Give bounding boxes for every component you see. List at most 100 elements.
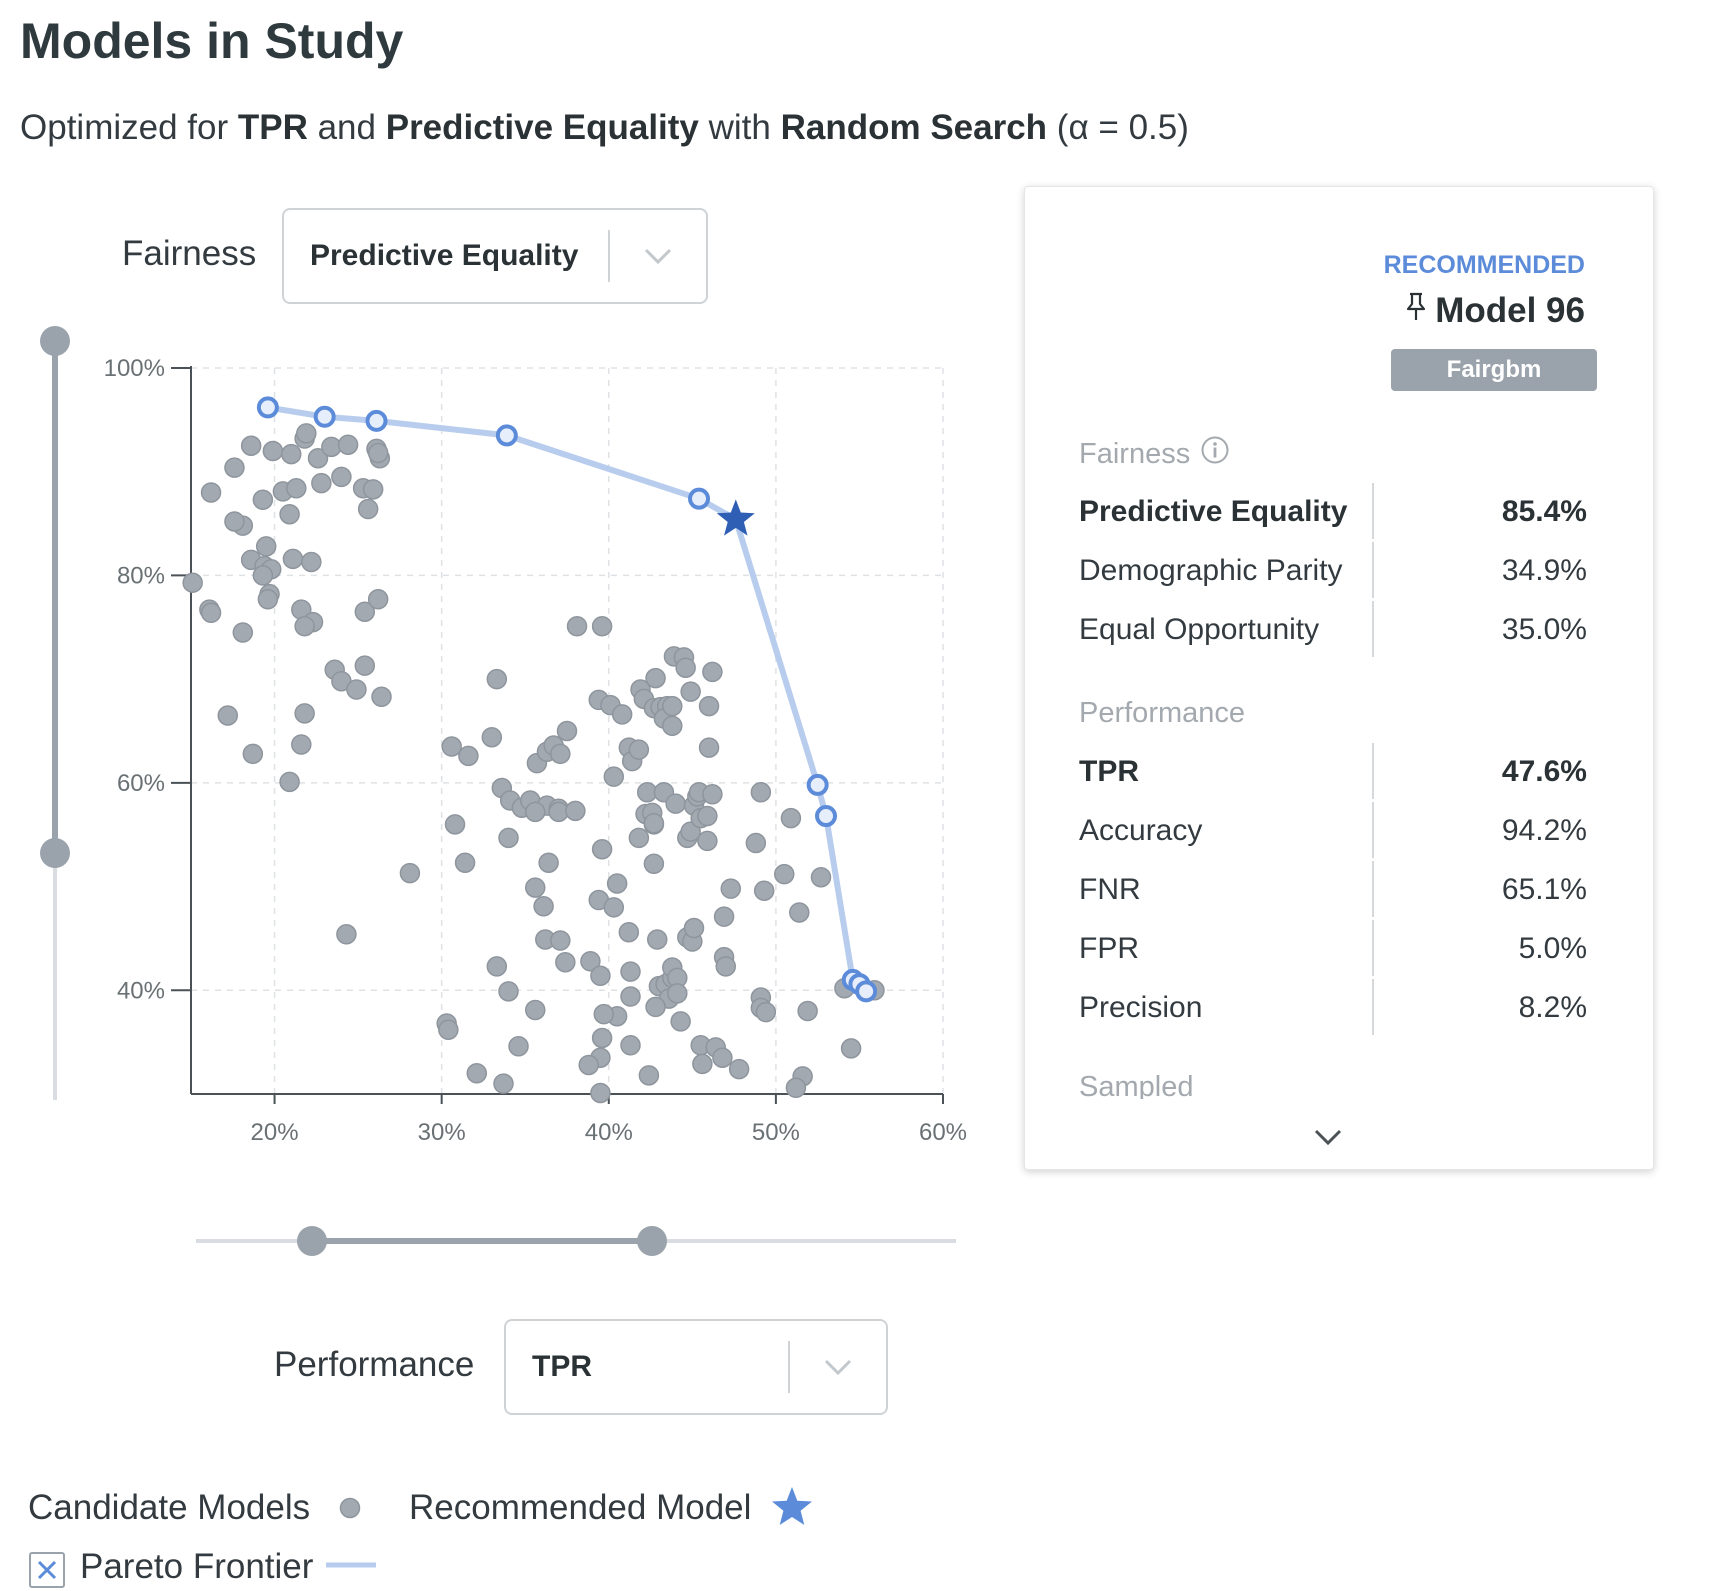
chevron-down-icon[interactable] <box>1313 1127 1343 1152</box>
candidate-point <box>286 478 307 499</box>
candidate-point <box>296 423 317 444</box>
pareto-frontier-checkbox[interactable] <box>29 1552 65 1588</box>
candidate-point <box>224 457 245 478</box>
y-tick-label: 40% <box>117 977 165 1004</box>
subtitle-prefix: Optimized for <box>20 108 238 147</box>
pareto-frontier-point <box>806 773 829 796</box>
metric-value: 65.1% <box>1501 873 1587 906</box>
fairness-select[interactable]: Predictive Equality <box>282 208 708 304</box>
candidate-point <box>697 805 718 827</box>
metric-label: TPR <box>1079 755 1139 788</box>
metric-row: Predictive Equality 85.4% <box>1079 483 1587 543</box>
metric-label: Precision <box>1079 991 1203 1024</box>
model-title: Model 96 <box>1405 291 1585 331</box>
candidate-point <box>591 1027 613 1049</box>
y-tick-label: 80% <box>117 562 165 589</box>
candidate-point <box>282 548 304 570</box>
performance-select[interactable]: TPR <box>504 1319 888 1415</box>
candidate-point <box>620 961 641 982</box>
pin-icon[interactable] <box>1405 291 1427 331</box>
candidate-point <box>697 830 718 852</box>
candidate-point <box>524 801 546 823</box>
candidate-point <box>728 1058 750 1080</box>
pareto-frontier-point <box>855 980 878 1003</box>
candidate-point <box>336 924 357 945</box>
row-divider <box>1372 920 1374 976</box>
metric-value: 85.4% <box>1501 495 1587 528</box>
candidate-point <box>444 814 466 835</box>
candidate-point <box>550 930 571 951</box>
candidate-point <box>578 1054 599 1076</box>
candidate-point <box>508 1036 529 1057</box>
performance-range-slider[interactable] <box>196 1225 956 1257</box>
metric-label: Demographic Parity <box>1079 554 1343 587</box>
metric-label: Equal Opportunity <box>1079 613 1320 646</box>
metric-value: 47.6% <box>1501 755 1587 788</box>
slider-selected-range <box>52 340 58 852</box>
fairness-min-handle[interactable] <box>40 838 70 868</box>
candidate-point <box>337 434 359 455</box>
candidate-point <box>698 695 720 717</box>
candidate-point <box>524 999 546 1021</box>
candidate-point <box>662 715 683 737</box>
row-divider <box>1372 483 1374 539</box>
candidate-point <box>712 1047 733 1068</box>
candidate-point <box>789 902 810 923</box>
candidate-point <box>301 551 322 573</box>
metric-value: 34.9% <box>1501 554 1587 587</box>
candidate-point <box>281 443 302 465</box>
performance-select-label: Performance <box>274 1345 475 1384</box>
star-icon <box>772 1487 812 1525</box>
candidate-point <box>840 1038 862 1059</box>
candidate-point <box>550 743 571 765</box>
candidate-point <box>224 511 245 532</box>
fairness-range-slider[interactable] <box>40 326 70 1100</box>
legend-frontier-label: Pareto Frontier <box>80 1547 314 1586</box>
candidate-point <box>279 503 300 525</box>
subtitle-with: with <box>698 108 781 147</box>
legend-recommended-label: Recommended Model <box>409 1488 752 1527</box>
fairness-section-header: Fairness <box>1079 435 1230 473</box>
performance-section-title: Performance <box>1079 697 1246 729</box>
x-tick-label: 40% <box>585 1119 633 1146</box>
subtitle-and: and <box>307 108 386 147</box>
info-icon[interactable] <box>1200 435 1230 473</box>
candidate-point <box>590 1082 611 1104</box>
chevron-down-icon[interactable] <box>790 1358 886 1376</box>
performance-max-handle[interactable] <box>637 1226 667 1256</box>
candidate-point <box>294 703 315 724</box>
candidate-point <box>645 996 666 1018</box>
candidate-point <box>454 852 476 873</box>
chevron-down-icon[interactable] <box>610 247 706 265</box>
sampled-section-header: Sampled <box>1079 1071 1193 1099</box>
candidate-point <box>354 601 376 622</box>
legend-candidate-label: Candidate Models <box>28 1488 311 1527</box>
candidate-point <box>458 745 479 767</box>
candidate-point <box>680 681 701 702</box>
fairness-select-label: Fairness <box>122 234 257 273</box>
candidate-point <box>493 1073 514 1094</box>
candidate-point <box>675 657 696 678</box>
candidate-point <box>785 1077 807 1099</box>
candidate-point <box>611 704 633 725</box>
performance-min-handle[interactable] <box>297 1226 327 1256</box>
candidate-point <box>538 852 559 873</box>
page-title: Models in Study <box>20 13 404 69</box>
candidate-point <box>755 1001 777 1023</box>
candidate-point <box>643 813 665 834</box>
x-tick-label: 50% <box>752 1119 800 1146</box>
candidate-point <box>217 705 239 726</box>
metric-row: TPR 47.6% <box>1079 743 1587 803</box>
page-subtitle: Optimized for TPR and Predictive Equalit… <box>20 108 1189 148</box>
metric-label: FNR <box>1079 873 1141 906</box>
candidate-point <box>750 781 772 803</box>
candidate-point <box>715 956 737 977</box>
candidate-point <box>745 832 767 854</box>
candidate-point <box>255 536 277 557</box>
fairness-max-handle[interactable] <box>40 326 70 356</box>
row-divider <box>1372 802 1374 858</box>
candidate-point <box>618 921 640 943</box>
row-divider <box>1372 601 1374 657</box>
candidate-point <box>646 929 668 950</box>
candidate-point <box>593 1003 615 1025</box>
